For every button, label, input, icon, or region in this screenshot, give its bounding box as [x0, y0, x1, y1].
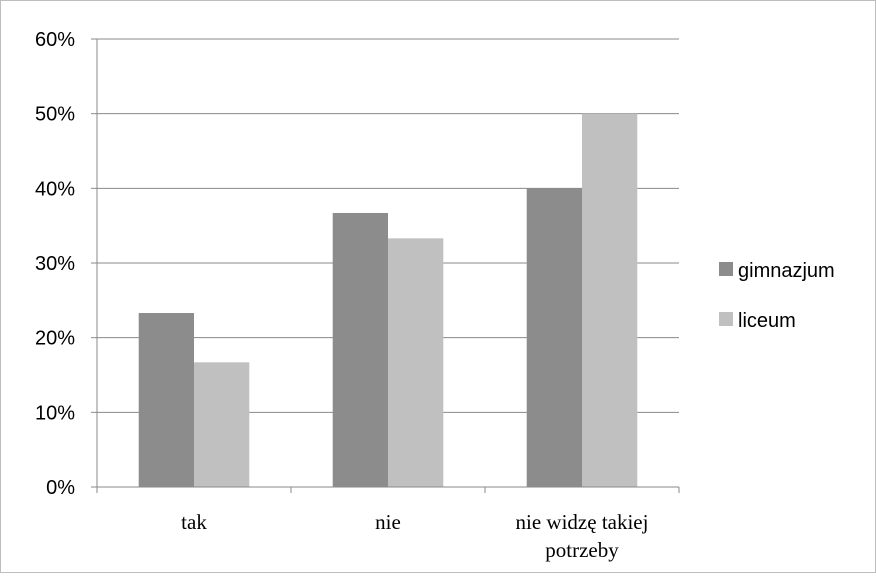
y-tick-label: 50%: [35, 104, 75, 126]
bar-liceum-1: [388, 238, 444, 487]
bar-gimnazjum-1: [332, 212, 388, 487]
x-category-labels: tak nie nie widzę takiej potrzeby: [181, 510, 648, 562]
x-category-label: nie: [375, 510, 401, 534]
y-tick-labels: 0% 10% 20% 30% 40% 50% 60%: [35, 29, 75, 499]
y-tick-label: 0%: [46, 477, 75, 499]
y-tick-label: 60%: [35, 29, 75, 51]
y-tick-label: 10%: [35, 402, 75, 424]
x-category-label: tak: [181, 510, 207, 534]
legend: gimnazjum liceum: [719, 260, 835, 332]
axes: [91, 38, 680, 493]
y-tick-label: 20%: [35, 328, 75, 350]
legend-label-gimnazjum: gimnazjum: [738, 260, 835, 282]
y-tick-label: 30%: [35, 253, 75, 275]
bar-liceum-2: [582, 113, 638, 488]
y-tick-label: 40%: [35, 178, 75, 200]
bars: [138, 113, 638, 488]
x-category-label: potrzeby: [545, 538, 619, 562]
legend-swatch-liceum: [719, 312, 733, 326]
bar-liceum-0: [194, 362, 250, 487]
x-category-label: nie widzę takiej: [516, 510, 649, 534]
bar-gimnazjum-0: [138, 313, 194, 487]
legend-label-liceum: liceum: [738, 310, 796, 332]
bar-gimnazjum-2: [526, 188, 582, 488]
legend-swatch-gimnazjum: [719, 262, 733, 276]
